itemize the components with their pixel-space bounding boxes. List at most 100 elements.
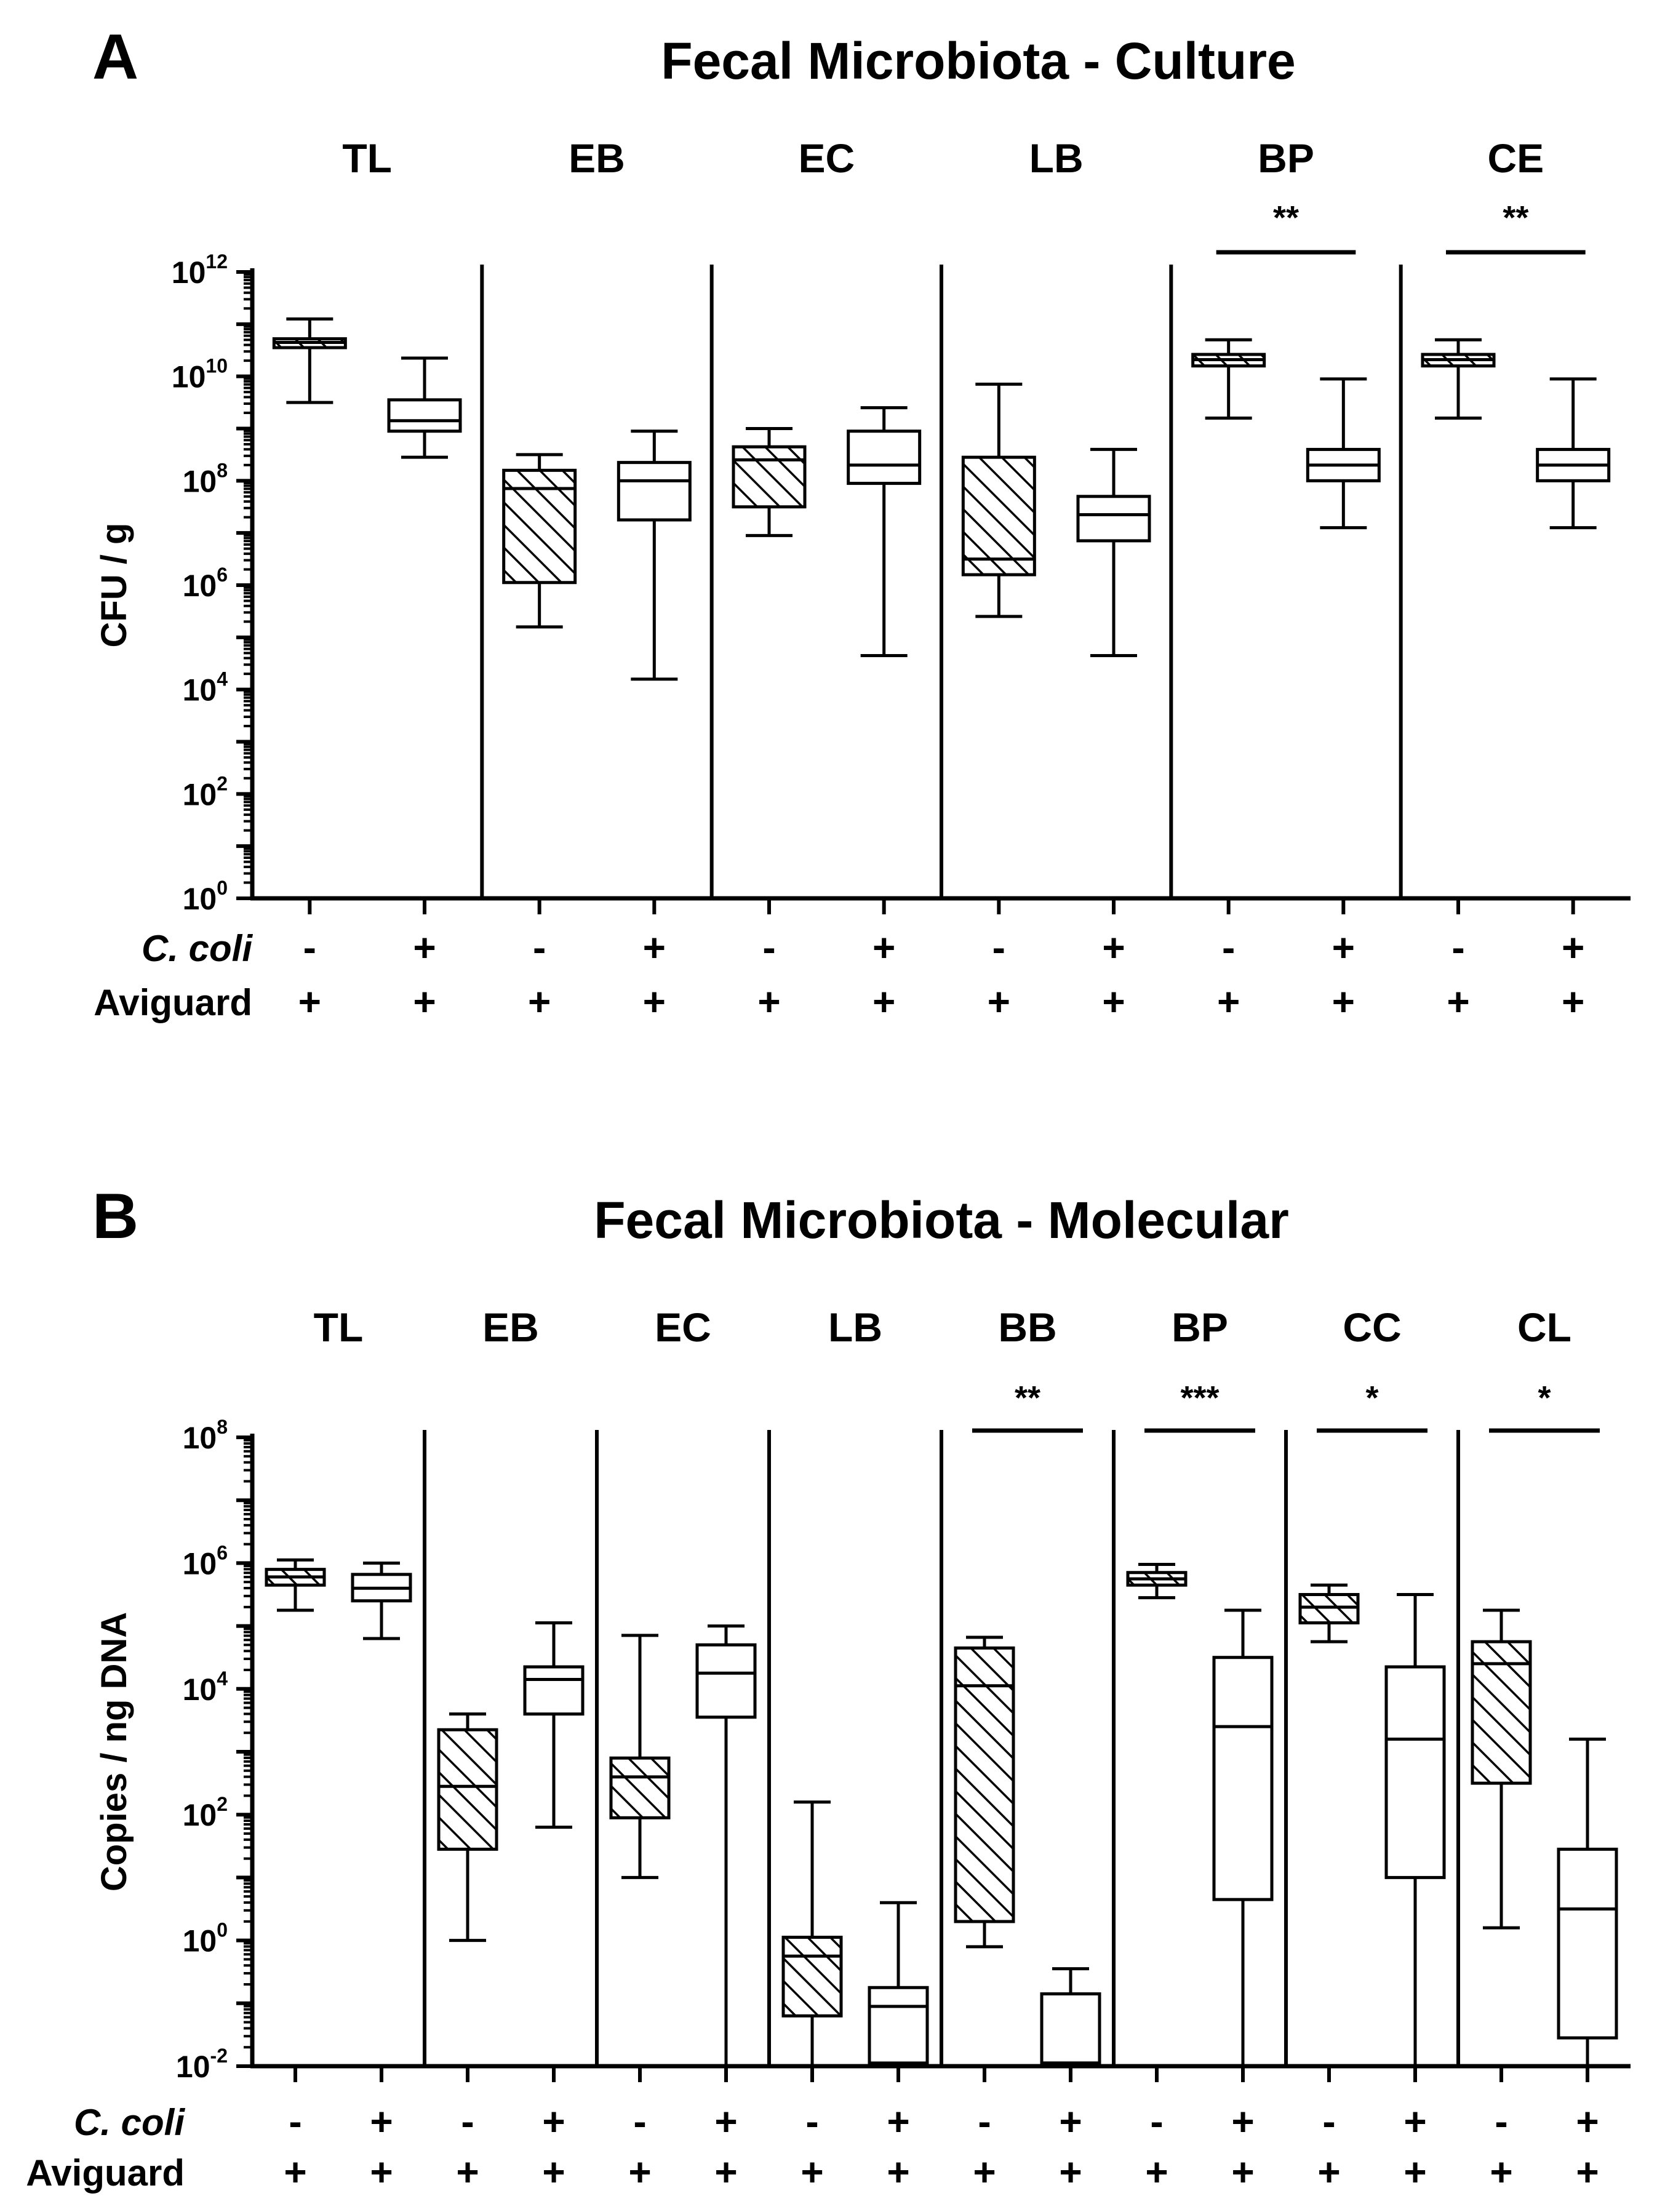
- y-tick-label: 102: [183, 1793, 228, 1832]
- group-label: EB: [482, 1304, 539, 1350]
- group-label: BB: [998, 1304, 1056, 1350]
- box-iqr: [868, 1986, 929, 2065]
- y-tick-exponent: 8: [217, 459, 228, 481]
- group-label: CE: [1487, 135, 1544, 181]
- ccoli-sign: +: [714, 2099, 737, 2144]
- ccoli-sign: -: [1322, 2099, 1335, 2144]
- aviguard-sign: +: [298, 980, 321, 1024]
- y-tick-label: 106: [183, 1541, 228, 1581]
- group-ce: CE**-+++: [1421, 135, 1611, 1024]
- box-iqr: [847, 429, 922, 485]
- aviguard-sign: +: [1317, 2150, 1340, 2194]
- row-label-aviguard: Aviguard: [94, 982, 252, 1023]
- aviguard-sign: +: [1403, 2150, 1426, 2194]
- box-iqr: [523, 1665, 585, 1716]
- group-label: LB: [828, 1304, 882, 1350]
- aviguard-sign: +: [988, 980, 1010, 1024]
- y-tick-label: 1010: [172, 355, 228, 394]
- box-ccoli: ++: [1557, 1738, 1618, 2194]
- y-tick-base: 10: [172, 360, 206, 394]
- aviguard-sign: +: [1231, 2150, 1254, 2194]
- group-label: CL: [1517, 1304, 1571, 1350]
- box-iqr: [387, 398, 462, 433]
- y-tick-label: 106: [183, 564, 228, 603]
- box-control: -+: [1126, 1562, 1188, 2194]
- y-tick-label: 100: [183, 1919, 228, 1958]
- box-ccoli: ++: [617, 429, 692, 1024]
- box-ccoli: ++: [1076, 447, 1151, 1024]
- group-label: TL: [342, 135, 392, 181]
- group-label: EC: [798, 135, 855, 181]
- box-iqr: [437, 1728, 498, 1851]
- group-label: TL: [314, 1304, 364, 1350]
- ccoli-sign: +: [1562, 925, 1584, 970]
- group-label: EB: [569, 135, 625, 181]
- y-tick-label: 1012: [172, 250, 228, 290]
- ccoli-sign: +: [370, 2099, 393, 2144]
- y-tick-base: 10: [183, 1798, 217, 1832]
- significance-label: **: [1273, 199, 1299, 236]
- ccoli-sign: +: [413, 925, 436, 970]
- box-iqr: [1384, 1665, 1446, 1879]
- box-iqr: [617, 461, 692, 522]
- significance-label: *: [1365, 1380, 1378, 1416]
- significance-label: ***: [1180, 1380, 1219, 1416]
- y-tick-exponent: 6: [217, 1541, 228, 1563]
- y-tick-label: 10-2: [176, 2045, 228, 2084]
- box-control: -+: [265, 1558, 326, 2194]
- y-tick-base: 10: [183, 882, 217, 916]
- aviguard-sign: +: [1059, 2150, 1082, 2194]
- group-label: LB: [1029, 135, 1084, 181]
- y-tick-base: 10: [183, 569, 217, 603]
- box-iqr: [1212, 1656, 1274, 1901]
- y-tick-base: 10: [183, 464, 217, 498]
- ccoli-sign: +: [1059, 2099, 1082, 2144]
- box-control: -+: [781, 1800, 843, 2194]
- y-tick-exponent: 2: [217, 772, 228, 794]
- group-bb: BB**-+++: [954, 1304, 1101, 2194]
- box-iqr: [1557, 1847, 1618, 2040]
- ccoli-sign: +: [1576, 2099, 1599, 2144]
- panel-b: B Fecal Microbiota - Molecular Copies / ng…: [26, 1181, 1631, 2194]
- group-eb: EB-+++: [437, 1304, 585, 2194]
- box-control: -+: [609, 1634, 671, 2194]
- y-tick-base: 10: [172, 255, 206, 290]
- aviguard-sign: +: [413, 980, 436, 1024]
- y-tick-label: 104: [183, 668, 228, 708]
- group-label: BP: [1258, 135, 1314, 181]
- y-tick-base: 10: [183, 673, 217, 708]
- ccoli-sign: -: [533, 925, 546, 970]
- aviguard-sign: +: [1447, 980, 1469, 1024]
- group-eb: EB - +++: [502, 135, 692, 1024]
- box-control: -+: [1191, 338, 1266, 1024]
- ccoli-sign: +: [872, 925, 895, 970]
- panel-letter: B: [92, 1181, 138, 1252]
- box-iqr: [954, 1646, 1015, 1923]
- aviguard-sign: +: [757, 980, 780, 1024]
- box-control: -+: [1471, 1608, 1532, 2194]
- y-tick-base: 10: [183, 1421, 217, 1455]
- ccoli-sign: +: [542, 2099, 565, 2144]
- box-iqr: [781, 1935, 843, 2018]
- group-bp: BP***-+++: [1126, 1304, 1274, 2194]
- y-tick-label: 108: [183, 459, 228, 498]
- box-ccoli: ++: [1212, 1608, 1274, 2194]
- aviguard-sign: +: [643, 980, 666, 1024]
- aviguard-sign: +: [1562, 980, 1584, 1024]
- ccoli-sign: -: [633, 2099, 646, 2144]
- group-bp: BP**-+++: [1191, 135, 1381, 1024]
- y-tick-exponent: 4: [217, 668, 228, 690]
- ccoli-sign: -: [461, 2099, 474, 2144]
- group-tl: TL-+++: [265, 1304, 412, 2194]
- ccoli-sign: -: [1495, 2099, 1507, 2144]
- ccoli-sign: -: [992, 925, 1005, 970]
- box-control: -+: [437, 1712, 498, 2194]
- ccoli-sign: -: [303, 925, 316, 970]
- aviguard-sign: +: [628, 2150, 651, 2194]
- y-axis-label: Copies / ng DNA: [94, 1612, 134, 1891]
- group-label: CC: [1343, 1304, 1401, 1350]
- y-tick-base: 10: [183, 1672, 217, 1707]
- row-label-ccoli: C. coli: [74, 2102, 185, 2143]
- aviguard-sign: +: [1490, 2150, 1512, 2194]
